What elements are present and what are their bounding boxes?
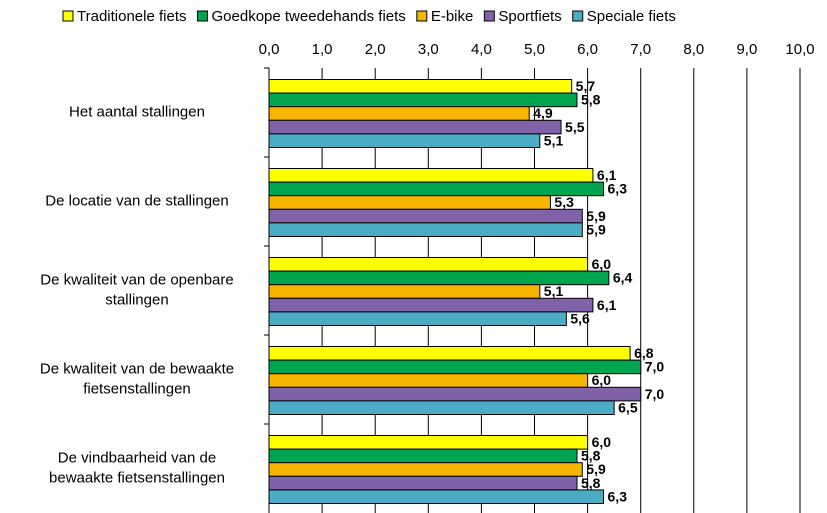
bar [268, 386, 642, 402]
bar [268, 208, 583, 224]
value-label: 6,3 [608, 488, 628, 504]
bar [268, 168, 594, 183]
legend-label: Sportfiets [498, 8, 561, 25]
value-label: 6,4 [613, 270, 633, 286]
x-tick-label: 8,0 [683, 41, 704, 58]
legend-label: Speciale fiets [587, 8, 676, 25]
value-label: 6,1 [597, 167, 617, 183]
bar [268, 435, 589, 450]
value-label: 5,9 [586, 208, 606, 224]
value-label: 5,8 [581, 92, 601, 108]
legend-label: Goedkope tweedehands fiets [212, 8, 406, 25]
value-label: 6,1 [597, 297, 617, 313]
legend-swatch [62, 10, 74, 22]
legend-label: Traditionele fiets [77, 8, 187, 25]
bar [268, 297, 594, 313]
bar [268, 284, 541, 299]
value-label: 6,3 [608, 181, 628, 197]
value-label: 5,9 [586, 461, 606, 477]
bar [268, 222, 583, 237]
x-tick-label: 3,0 [418, 41, 439, 58]
bar [268, 195, 551, 210]
legend-swatch [197, 10, 208, 22]
y-tick-label: De vindbaarheid van de [58, 449, 216, 466]
bar [268, 448, 578, 464]
bar [268, 489, 605, 504]
x-tick-label: 7,0 [630, 41, 651, 58]
y-tick-label: De kwaliteit van de bewaakte [40, 360, 234, 377]
x-tick-label: 5,0 [524, 41, 545, 58]
value-label: 5,1 [544, 283, 564, 299]
legend-label: E-bike [431, 8, 474, 25]
y-tick-label: De kwaliteit van de openbare [40, 271, 233, 288]
value-label: 5,7 [576, 78, 596, 94]
bar [268, 475, 578, 491]
value-label: 5,1 [544, 132, 564, 148]
value-label: 7,0 [645, 359, 665, 375]
x-tick-label: 4,0 [471, 41, 492, 58]
legend-swatch [572, 10, 584, 22]
bar [268, 311, 567, 326]
value-label: 6,8 [634, 345, 654, 361]
bar [268, 400, 615, 415]
value-label: 6,0 [592, 372, 612, 388]
x-tick-label: 9,0 [736, 41, 757, 58]
bar [268, 106, 530, 121]
value-label: 6,0 [592, 434, 612, 450]
bar [268, 133, 541, 148]
value-label: 5,3 [554, 194, 574, 210]
bar [268, 257, 589, 272]
bar [268, 346, 631, 361]
value-label: 7,0 [645, 386, 665, 402]
bar [268, 92, 578, 108]
value-label: 5,8 [581, 475, 601, 491]
y-tick-label: De locatie van de stallingen [45, 192, 228, 209]
value-label: 5,5 [565, 119, 585, 135]
bar [268, 79, 573, 94]
bar [268, 373, 589, 388]
x-tick-label: 1,0 [312, 41, 333, 58]
bar [268, 119, 562, 135]
x-tick-label: 10,0 [785, 41, 814, 58]
x-tick-label: 2,0 [365, 41, 386, 58]
y-tick-label: stallingen [105, 291, 168, 308]
y-tick-label: bewaakte fietsenstallingen [49, 469, 225, 486]
legend-swatch [483, 10, 495, 22]
bar [268, 462, 583, 477]
bar [268, 181, 605, 197]
x-tick-label: 0,0 [259, 41, 280, 58]
value-label: 5,6 [570, 310, 590, 326]
value-label: 6,5 [618, 399, 638, 415]
legend-swatch [416, 10, 428, 22]
value-label: 6,0 [592, 256, 612, 272]
bar [268, 359, 642, 375]
y-tick-label: Het aantal stallingen [69, 103, 205, 120]
y-tick-label: fietsenstallingen [83, 380, 191, 397]
value-label: 5,9 [586, 221, 606, 237]
x-tick-label: 6,0 [577, 41, 598, 58]
value-label: 4,9 [533, 105, 553, 121]
value-label: 5,8 [581, 448, 601, 464]
